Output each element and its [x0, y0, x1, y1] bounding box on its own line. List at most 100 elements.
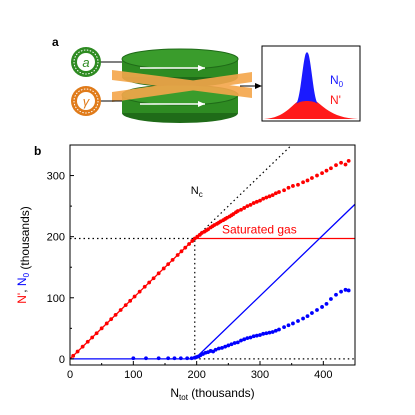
thermal-point	[329, 166, 333, 171]
condensate-series	[131, 287, 351, 361]
chart: 0 100 200 300 400 0 100 200 300 Saturated gas Nc…	[15, 144, 356, 402]
condensate-point	[216, 346, 221, 351]
condensate-point	[166, 356, 171, 361]
condensate-point	[346, 288, 351, 293]
thermal-point	[273, 191, 278, 196]
thermal-point	[248, 202, 253, 207]
condensate-point	[334, 292, 338, 297]
condensate-point	[223, 344, 228, 349]
condensate-point	[267, 330, 272, 335]
gauge-icon-bottom: γ	[71, 86, 101, 116]
condensate-point	[131, 356, 136, 361]
thermal-point	[254, 199, 259, 204]
condensate-point	[172, 356, 177, 361]
thermal-point	[123, 303, 128, 308]
condensate-point	[291, 321, 295, 326]
axis-ticks: 0 100 200 300 400 0 100 200 300	[47, 171, 333, 381]
thermal-point	[132, 294, 137, 299]
thermal-point	[310, 176, 314, 180]
thermal-point	[94, 331, 99, 336]
saturated-gas-label: Saturated gas	[222, 223, 297, 237]
condensate-point	[245, 336, 250, 341]
x-tick-label: 200	[187, 369, 205, 381]
thermal-point	[242, 206, 247, 210]
thermal-distribution	[264, 97, 358, 119]
distribution-inset: N0 N'	[261, 45, 361, 122]
panel-a-label: a	[52, 35, 59, 49]
condensate-ideal-line	[194, 203, 356, 360]
condensate-point	[273, 328, 278, 333]
x-tick-label: 0	[67, 369, 73, 381]
condensate-point	[320, 305, 324, 309]
thermal-point	[99, 326, 104, 331]
condensate-point	[156, 356, 161, 361]
thermal-point	[187, 242, 191, 246]
inset-thermal-label: N'	[330, 93, 341, 107]
condensate-point	[310, 311, 314, 315]
thermal-point	[301, 180, 305, 185]
thermal-point	[258, 198, 262, 203]
thermal-point	[90, 335, 95, 340]
condensate-point	[239, 338, 243, 343]
thermal-point	[346, 158, 351, 163]
thermal-point	[161, 266, 166, 271]
condensate-point	[305, 314, 310, 319]
condensate-point	[242, 337, 247, 342]
thermal-point	[286, 185, 291, 190]
thermal-series	[71, 158, 351, 358]
trap-schematic	[94, 48, 262, 123]
thermal-point	[261, 196, 266, 201]
condensate-point	[286, 323, 291, 328]
thermal-point	[239, 207, 243, 212]
condensate-point	[261, 331, 266, 336]
y-axis-title: N', N0 (thousands)	[15, 206, 32, 303]
gauge-bottom-symbol: γ	[83, 94, 91, 109]
condensate-point	[324, 301, 329, 306]
thermal-point	[277, 190, 281, 194]
thermal-point	[85, 339, 90, 344]
condensate-point	[270, 330, 275, 334]
thermal-point	[270, 193, 275, 198]
thermal-point	[343, 162, 348, 167]
condensate-distribution	[296, 52, 318, 104]
condensate-point	[232, 341, 237, 345]
thermal-point	[128, 298, 133, 303]
condensate-point	[264, 331, 269, 336]
thermal-point	[320, 171, 324, 176]
condensate-point	[254, 333, 259, 338]
panel-b-label: b	[34, 144, 41, 158]
y-tick-label: 0	[59, 354, 65, 366]
inset-condensate-label: N0	[330, 73, 344, 89]
thermal-point	[339, 160, 343, 165]
thermal-point	[166, 262, 171, 267]
thermal-point	[282, 188, 286, 193]
thermal-point	[80, 344, 85, 349]
thermal-point	[190, 239, 195, 243]
thermal-point	[245, 204, 250, 209]
critical-number-label: Nc	[191, 185, 203, 199]
thermal-point	[305, 178, 310, 183]
condensate-point	[301, 316, 305, 321]
condensate-point	[258, 333, 262, 337]
thermal-point	[179, 249, 184, 254]
condensate-point	[144, 356, 148, 361]
condensate-point	[226, 343, 231, 348]
condensate-point	[315, 308, 319, 312]
gauge-icon-top: a	[71, 47, 101, 77]
laser-beams	[112, 70, 252, 102]
condensate-point	[343, 287, 348, 292]
condensate-point	[251, 334, 256, 339]
x-axis-title: Ntot (thousands)	[170, 386, 254, 402]
condensate-point	[282, 325, 286, 330]
condensate-point	[329, 297, 333, 301]
thermal-point	[334, 163, 338, 168]
condensate-point	[189, 356, 194, 361]
y-tick-label: 300	[47, 171, 65, 183]
thermal-point	[296, 182, 300, 187]
thermal-ideal-line	[69, 238, 196, 360]
thermal-point	[183, 245, 188, 250]
condensate-point	[220, 345, 224, 350]
thermal-point	[170, 257, 175, 262]
thermal-point	[291, 184, 295, 188]
y-tick-label: 200	[47, 232, 65, 244]
